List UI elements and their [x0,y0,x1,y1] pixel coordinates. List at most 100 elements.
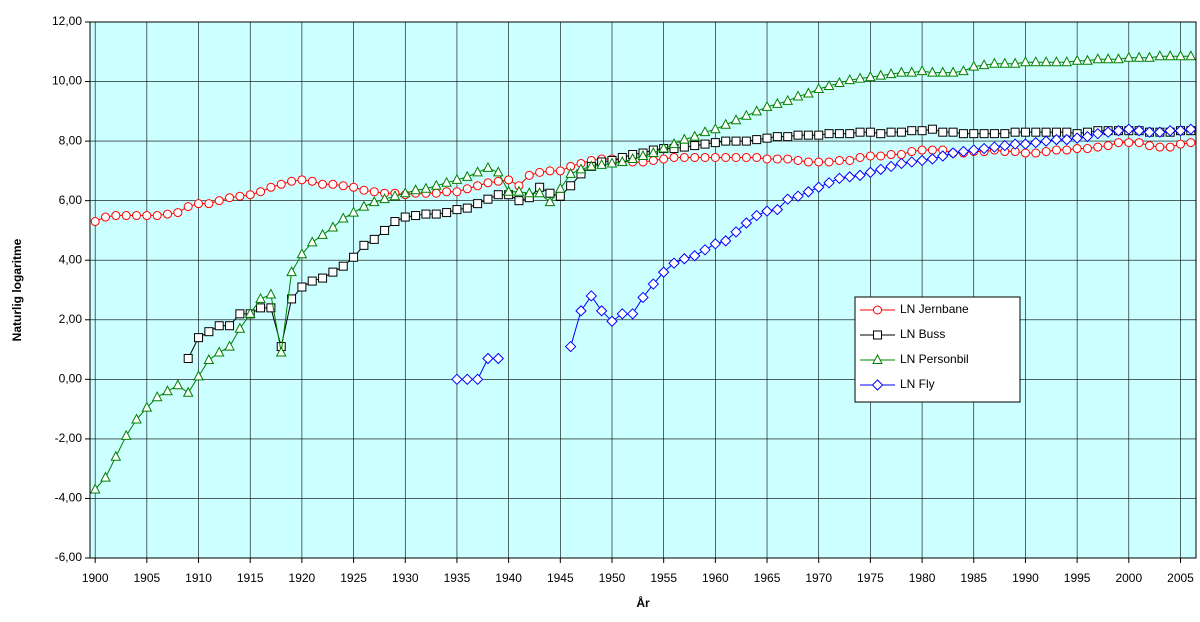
x-tick-label: 1960 [702,571,729,585]
marker [1050,133,1063,146]
marker [1174,124,1187,137]
marker [771,203,784,216]
marker [317,228,328,239]
marker [1185,123,1197,135]
marker [266,303,276,313]
marker [493,176,503,186]
marker [1031,148,1041,158]
marker [762,154,772,164]
marker [845,155,855,165]
marker [854,72,866,83]
marker [937,66,949,77]
marker [699,244,711,256]
marker [792,190,804,202]
legend-marker [873,330,882,340]
marker [731,152,741,162]
marker [555,191,565,201]
marker [854,169,866,182]
x-tick-label: 1935 [444,571,471,585]
marker [358,200,370,211]
marker [802,186,815,198]
marker [101,212,111,222]
marker [1154,50,1166,61]
marker [473,199,483,209]
marker [1071,132,1083,144]
marker [163,209,173,219]
marker [968,144,980,156]
marker [648,146,659,158]
marker [616,155,628,166]
marker [1009,138,1021,150]
marker [752,152,762,162]
marker [647,278,660,290]
marker [225,193,235,203]
marker [1124,138,1134,148]
marker [214,321,224,331]
marker [978,59,990,70]
marker [565,167,576,178]
marker [1051,145,1061,155]
marker [182,386,194,397]
x-tick-label: 1995 [1064,571,1091,585]
marker [596,158,607,169]
marker [420,182,432,193]
marker [1134,138,1144,148]
marker [896,150,906,160]
marker [1040,56,1052,67]
marker [534,187,545,198]
marker [845,129,855,139]
marker [710,152,720,162]
marker [834,155,844,165]
x-tick-label: 1970 [805,571,832,585]
x-axis-title: År [636,595,650,610]
marker [637,291,649,304]
marker [120,429,132,440]
y-tick-label: 4,00 [59,252,83,266]
marker [864,166,877,179]
marker [907,147,917,157]
x-tick-label: 1990 [1012,571,1039,585]
marker [1102,126,1114,138]
marker [761,100,773,111]
marker [690,141,700,151]
x-tick-label: 2000 [1115,571,1142,585]
marker [824,129,834,139]
marker [678,253,691,265]
marker [751,105,763,116]
marker [442,208,452,218]
marker [1103,141,1113,151]
marker [132,211,142,221]
marker [947,66,959,77]
marker [721,136,731,146]
y-axis-title: Naturlig logaritme [10,238,24,341]
y-tick-label: 12,00 [52,14,82,28]
marker [1020,127,1030,137]
marker [141,401,153,412]
marker [194,333,204,343]
marker [151,391,163,402]
marker [483,194,493,204]
plot-border [89,21,1197,559]
marker [493,190,503,200]
x-tick-label: 1985 [960,571,987,585]
x-tick-label: 1975 [857,571,884,585]
series [451,123,1197,386]
marker [266,182,276,192]
marker [834,76,845,88]
marker [616,308,629,320]
marker [441,176,452,187]
marker [700,152,710,162]
marker [1175,139,1185,149]
marker [256,303,266,313]
marker [679,133,690,144]
marker [989,57,1000,68]
marker [473,181,483,191]
marker [895,157,908,170]
marker [431,188,441,198]
marker [719,235,732,247]
x-tick-label: 1965 [754,571,781,585]
marker [741,136,751,146]
marker [89,483,101,494]
marker [772,132,782,142]
marker [803,157,813,167]
